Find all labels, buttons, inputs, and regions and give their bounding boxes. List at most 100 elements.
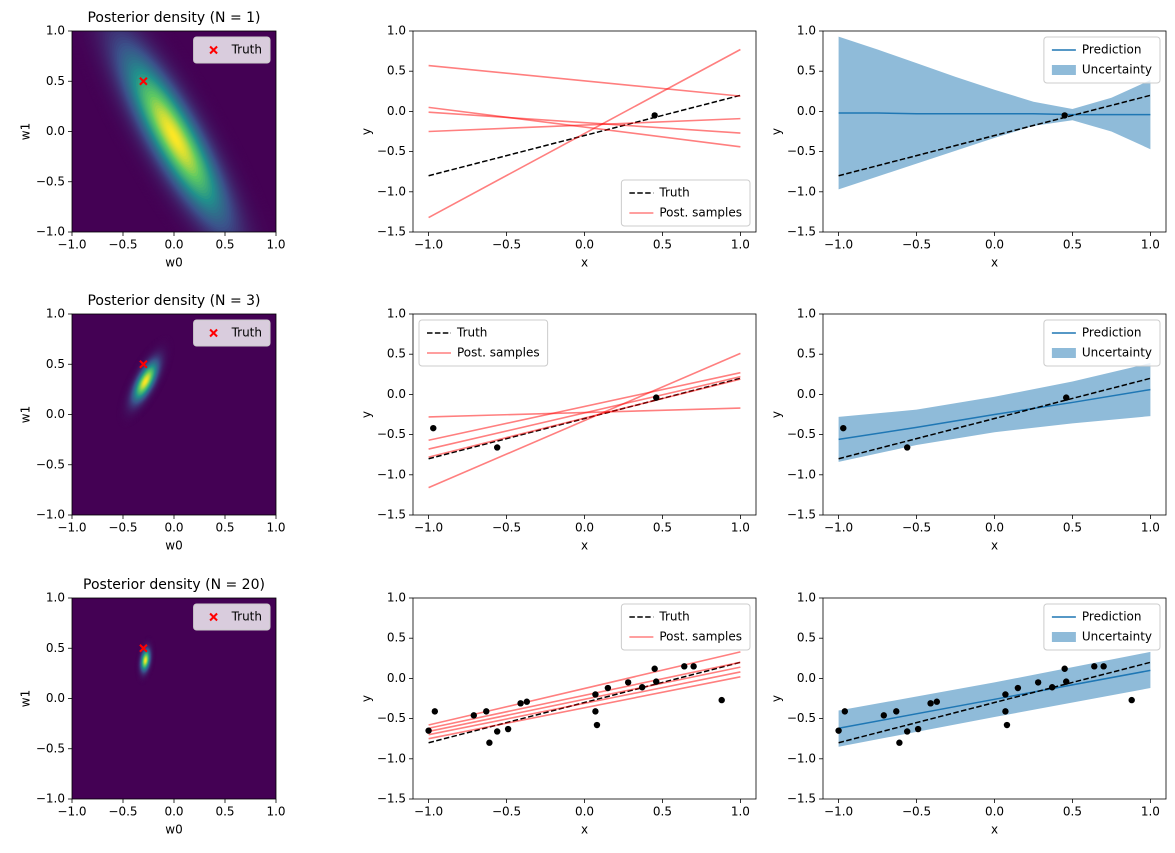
legend-label: Prediction <box>1082 326 1142 340</box>
y-tick-label: −0.5 <box>36 174 65 188</box>
x-tick-label: −0.5 <box>902 805 931 819</box>
x-tick-label: 0.0 <box>575 238 594 252</box>
plot-area <box>72 314 276 515</box>
data-point <box>483 708 490 715</box>
posterior-sample <box>428 666 741 733</box>
x-tick-label: 0.0 <box>164 238 183 252</box>
x-tick-label: −0.5 <box>108 238 137 252</box>
posterior-sample <box>428 117 741 133</box>
y-tick-label: 1.0 <box>46 24 65 38</box>
data-point <box>927 700 934 707</box>
y-tick-label: −0.5 <box>36 457 65 471</box>
plot-area <box>838 363 1151 462</box>
x-tick-label: −1.0 <box>824 238 853 252</box>
subplot-title: Posterior density (N = 20) <box>83 577 265 593</box>
legend-box <box>193 36 271 64</box>
legend-label: Uncertainty <box>1082 630 1152 644</box>
truth-line <box>838 377 1151 460</box>
y-tick-label: −1.0 <box>36 508 65 522</box>
x-tick-label: −0.5 <box>492 238 521 252</box>
legend: Truth <box>193 603 271 631</box>
truth-line <box>838 661 1151 744</box>
subplot: −1.0 −0.5 0.0 0.5 1.0 −1.5 −1.0 −0.5 0.0 0.5 1.0 x y… <box>360 307 757 553</box>
data-point <box>1128 696 1135 704</box>
y-axis-label: y <box>770 695 784 702</box>
data-point <box>880 712 888 719</box>
y-tick-label: 0.5 <box>46 357 65 371</box>
x-tick-label: 1.0 <box>1141 805 1160 819</box>
x-tick-label: −1.0 <box>414 521 443 535</box>
y-tick-label: −1.5 <box>377 508 406 522</box>
y-tick-label: −1.5 <box>377 225 406 239</box>
legend-box <box>418 319 549 367</box>
x-tick-label: 0.5 <box>1063 521 1082 535</box>
x-tick-label: −0.5 <box>902 521 931 535</box>
y-tick-label: −1.0 <box>377 184 406 198</box>
x-tick-label: −0.5 <box>108 805 137 819</box>
truth-marker <box>139 360 148 369</box>
data-point <box>430 424 437 432</box>
data-point <box>1063 678 1070 685</box>
subplot: −1.0 −0.5 0.0 0.5 1.0 −1.5 −1.0 −0.5 0.0 0.5 1.0 x y… <box>770 307 1167 553</box>
prediction-line <box>838 388 1151 441</box>
data-point <box>470 712 478 719</box>
subplot: −1.0 −0.5 0.0 0.5 1.0 −1.5 −1.0 −0.5 0.0 0.5 1.0 x y… <box>360 24 757 270</box>
legend: Prediction Uncertainty <box>1043 603 1161 651</box>
y-tick-label: 0.5 <box>46 74 65 88</box>
legend: Truth Post. samples <box>418 319 549 367</box>
y-tick-label: −1.0 <box>787 184 816 198</box>
y-tick-label: −0.5 <box>377 144 406 158</box>
y-tick-label: 0.0 <box>797 104 816 118</box>
plot-area <box>428 48 741 219</box>
y-tick-label: −1.0 <box>377 467 406 481</box>
x-tick-label: −1.0 <box>824 805 853 819</box>
x-tick-label: 0.5 <box>653 521 672 535</box>
x-tick-label: 0.0 <box>985 238 1004 252</box>
y-axis-label: y <box>770 128 784 135</box>
data-point <box>1034 679 1042 686</box>
posterior-sample <box>428 106 741 148</box>
density-background <box>72 598 276 799</box>
data-point <box>690 663 697 670</box>
x-tick-label: 0.5 <box>215 238 234 252</box>
y-tick-label: 1.0 <box>387 591 406 605</box>
x-axis-label: x <box>991 256 998 270</box>
truth-marker <box>139 77 148 86</box>
y-axis-label: w1 <box>19 690 33 707</box>
x-tick-label: 0.5 <box>215 805 234 819</box>
truth-line <box>428 94 741 177</box>
x-tick-label: 1.0 <box>731 805 750 819</box>
x-axis-label: w0 <box>165 539 182 553</box>
posterior-sample <box>428 375 741 450</box>
plot-area <box>425 651 741 746</box>
y-tick-label: −0.5 <box>787 711 816 725</box>
density-contour <box>145 380 146 383</box>
y-tick-label: −1.5 <box>787 225 816 239</box>
y-tick-label: 0.0 <box>387 104 406 118</box>
data-point <box>1063 394 1070 401</box>
legend-box <box>193 319 271 347</box>
subplot-title: Posterior density (N = 3) <box>87 293 260 309</box>
legend-box <box>193 603 271 631</box>
y-tick-label: 0.0 <box>387 671 406 685</box>
x-tick-label: 0.0 <box>575 521 594 535</box>
y-tick-label: 1.0 <box>797 307 816 321</box>
y-tick-label: −0.5 <box>787 144 816 158</box>
legend: Prediction Uncertainty <box>1043 319 1161 367</box>
posterior-sample <box>428 64 741 97</box>
x-tick-label: 1.0 <box>266 521 285 535</box>
plot-area <box>835 651 1151 747</box>
x-tick-label: −1.0 <box>57 238 86 252</box>
x-tick-label: 0.0 <box>164 521 183 535</box>
y-tick-label: 1.0 <box>387 307 406 321</box>
y-tick-label: −0.5 <box>377 427 406 441</box>
data-point <box>933 698 941 705</box>
x-tick-label: −0.5 <box>492 805 521 819</box>
x-tick-label: 0.5 <box>1063 805 1082 819</box>
y-tick-label: 0.0 <box>46 407 65 421</box>
data-point <box>651 665 658 672</box>
y-tick-label: −1.0 <box>36 225 65 239</box>
y-axis-label: w1 <box>19 406 33 423</box>
legend: Truth <box>193 319 271 347</box>
x-tick-label: 0.0 <box>985 521 1004 535</box>
